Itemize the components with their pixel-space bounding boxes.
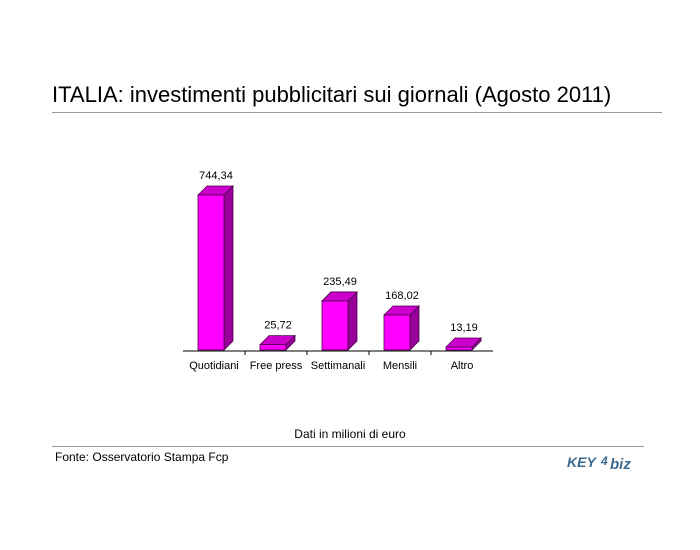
- value-label-4: 13,19: [450, 322, 478, 334]
- title-divider: [52, 112, 662, 113]
- source-text: Fonte: Osservatorio Stampa Fcp: [55, 450, 229, 464]
- category-label-2: Settimanali: [311, 360, 365, 372]
- value-label-2: 235,49: [323, 276, 357, 288]
- bar-3: [383, 314, 411, 351]
- bar-2: [321, 300, 349, 351]
- category-label-1: Free press: [250, 360, 303, 372]
- footer-divider: [52, 446, 644, 447]
- value-label-0: 744,34: [199, 170, 233, 182]
- value-label-3: 168,02: [385, 290, 419, 302]
- bar-4: [445, 346, 473, 351]
- category-label-0: Quotidiani: [189, 360, 239, 372]
- category-label-4: Altro: [451, 360, 474, 372]
- bar-side-2: [347, 290, 358, 351]
- logo-four-glyph: 4: [600, 454, 608, 468]
- bar-1: [259, 344, 287, 351]
- value-label-1: 25,72: [264, 320, 292, 332]
- key4biz-logo: KEY 4 biz: [567, 454, 631, 473]
- chart-title: ITALIA: investimenti pubblicitari sui gi…: [52, 82, 612, 107]
- logo-biz-text: biz: [610, 456, 631, 473]
- bar-0: [197, 194, 225, 351]
- unit-note: Dati in milioni di euro: [294, 427, 406, 441]
- bar-side-0: [223, 185, 234, 351]
- category-label-3: Mensili: [383, 360, 417, 372]
- logo-key-text: KEY: [567, 454, 597, 470]
